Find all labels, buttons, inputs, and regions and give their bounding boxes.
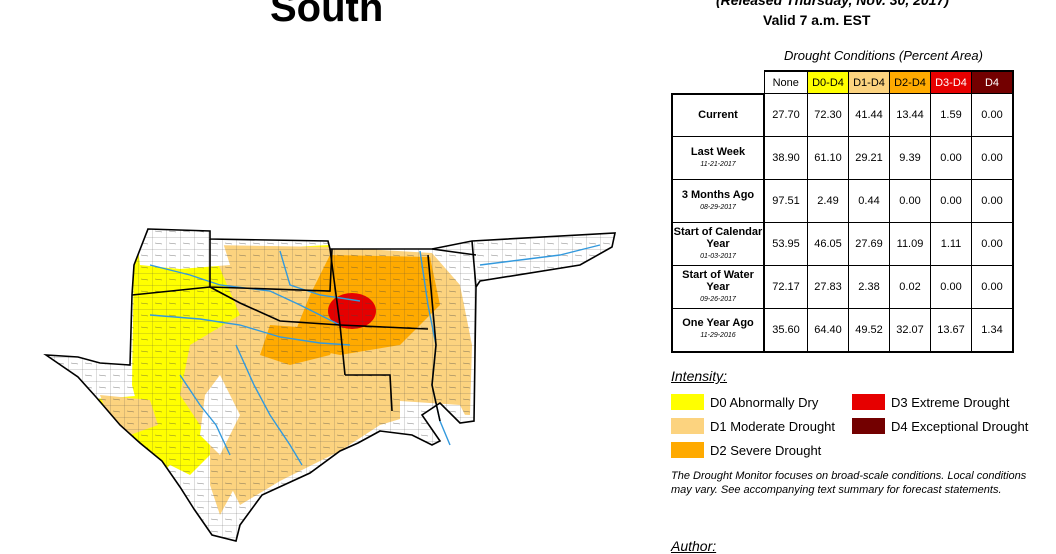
- table-cell: 2.38: [848, 265, 890, 309]
- table-cell: 35.60: [763, 308, 808, 353]
- table-cell: 13.67: [930, 308, 972, 353]
- row-label: 3 Months Ago 08-29-2017: [671, 179, 765, 223]
- col-header-d1-d4: D1-D4: [848, 70, 890, 94]
- table-cell: 1.11: [930, 222, 972, 266]
- table-header-row: None D0-D4 D1-D4 D2-D4 D3-D4 D4: [672, 70, 1014, 95]
- region-outline: [43, 228, 617, 542]
- table-cell: 0.00: [889, 179, 931, 223]
- row-date: 11-29-2016: [700, 332, 736, 340]
- legend-label: D4 Exceptional Drought: [891, 418, 1029, 434]
- col-header-d0-d4: D0-D4: [807, 70, 849, 94]
- table-cell: 38.90: [763, 136, 808, 180]
- table-cell: 27.70: [763, 93, 808, 137]
- legend-swatch-d0: [671, 394, 704, 410]
- release-date: (Released Thursday, Nov. 30, 2017): [716, 0, 949, 8]
- row-label: One Year Ago 11-29-2016: [671, 308, 765, 353]
- table-cell: 29.21: [848, 136, 890, 180]
- table-cell: 13.44: [889, 93, 931, 137]
- table-cell: 41.44: [848, 93, 890, 137]
- row-label-text: Current: [698, 109, 738, 122]
- author-label: Author:: [671, 538, 717, 554]
- table-cell: 72.17: [763, 265, 808, 309]
- table-cell: 32.07: [889, 308, 931, 353]
- col-header-d3-d4: D3-D4: [930, 70, 972, 94]
- col-header-d2-d4: D2-D4: [889, 70, 931, 94]
- drought-map: [43, 228, 617, 542]
- table-cell: 9.39: [889, 136, 931, 180]
- table-corner: [672, 71, 765, 95]
- table-cell: 1.59: [930, 93, 972, 137]
- table-cell: 0.00: [971, 179, 1014, 223]
- legend-label: D3 Extreme Drought: [891, 394, 1010, 410]
- table-caption: Drought Conditions (Percent Area): [784, 48, 983, 63]
- row-label: Start of Calendar Year 01-03-2017: [671, 222, 765, 266]
- disclaimer-note: The Drought Monitor focuses on broad-sca…: [671, 470, 1027, 496]
- row-date: 11-21-2017: [700, 160, 736, 168]
- table-cell: 0.02: [889, 265, 931, 309]
- table-row: Current 27.70 72.30 41.44 13.44 1.59 0.0…: [671, 92, 1014, 137]
- table-cell: 11.09: [889, 222, 931, 266]
- legend-swatch-d3: [852, 394, 885, 410]
- drought-conditions-table: None D0-D4 D1-D4 D2-D4 D3-D4 D4 Current …: [671, 70, 1014, 353]
- table-cell: 0.00: [971, 93, 1014, 137]
- row-label-text: Start of Water Year: [682, 268, 754, 293]
- table-cell: 0.00: [930, 136, 972, 180]
- legend-item-d3: D3 Extreme Drought: [852, 394, 1010, 410]
- table-cell: 72.30: [807, 93, 849, 137]
- legend-item-d4: D4 Exceptional Drought: [852, 418, 1028, 434]
- legend-label: D2 Severe Drought: [710, 442, 822, 458]
- row-date: 09-26-2017: [700, 295, 736, 303]
- table-cell: 97.51: [763, 179, 808, 223]
- table-cell: 61.10: [807, 136, 849, 180]
- table-cell: 53.95: [763, 222, 808, 266]
- row-label: Start of Water Year 09-26-2017: [671, 265, 765, 309]
- table-row: Last Week 11-21-2017 38.90 61.10 29.21 9…: [671, 136, 1014, 180]
- row-label: Current: [671, 92, 765, 137]
- row-date: 08-29-2017: [700, 203, 736, 211]
- legend-item-d0: D0 Abnormally Dry: [671, 394, 818, 410]
- table-cell: 0.00: [971, 265, 1014, 309]
- row-date: 01-03-2017: [700, 252, 736, 260]
- table-row: Start of Water Year 09-26-2017 72.17 27.…: [671, 265, 1014, 309]
- legend-item-d2: D2 Severe Drought: [671, 442, 821, 458]
- region-title: South: [270, 0, 384, 30]
- legend-title: Intensity:: [671, 368, 728, 384]
- legend-swatch-d1: [671, 418, 704, 434]
- row-label-text: Last Week: [690, 145, 746, 158]
- table-cell: 0.44: [848, 179, 890, 223]
- table-cell: 0.00: [930, 265, 972, 309]
- table-cell: 0.00: [971, 136, 1014, 180]
- table-row: Start of Calendar Year 01-03-2017 53.95 …: [671, 222, 1014, 266]
- row-label: Last Week 11-21-2017: [671, 136, 765, 180]
- legend-label: D1 Moderate Drought: [710, 418, 836, 434]
- legend-swatch-d2: [671, 442, 704, 458]
- row-label-text: One Year Ago: [682, 317, 754, 330]
- valid-time: Valid 7 a.m. EST: [763, 12, 871, 28]
- legend-label: D0 Abnormally Dry: [710, 394, 819, 410]
- table-cell: 2.49: [807, 179, 849, 223]
- col-header-d4: D4: [971, 70, 1014, 94]
- row-label-text: Start of Calendar Year: [673, 225, 763, 250]
- table-cell: 49.52: [848, 308, 890, 353]
- table-row: One Year Ago 11-29-2016 35.60 64.40 49.5…: [671, 308, 1014, 353]
- table-row: 3 Months Ago 08-29-2017 97.51 2.49 0.44 …: [671, 179, 1014, 223]
- table-cell: 27.83: [807, 265, 849, 309]
- legend-swatch-d4: [852, 418, 885, 434]
- table-cell: 46.05: [807, 222, 849, 266]
- table-cell: 27.69: [848, 222, 890, 266]
- table-cell: 64.40: [807, 308, 849, 353]
- col-header-none: None: [763, 70, 808, 94]
- table-cell: 0.00: [930, 179, 972, 223]
- legend-item-d1: D1 Moderate Drought: [671, 418, 835, 434]
- table-cell: 0.00: [971, 222, 1014, 266]
- row-label-text: 3 Months Ago: [681, 188, 755, 201]
- state-borders: [131, 239, 477, 422]
- table-cell: 1.34: [971, 308, 1014, 353]
